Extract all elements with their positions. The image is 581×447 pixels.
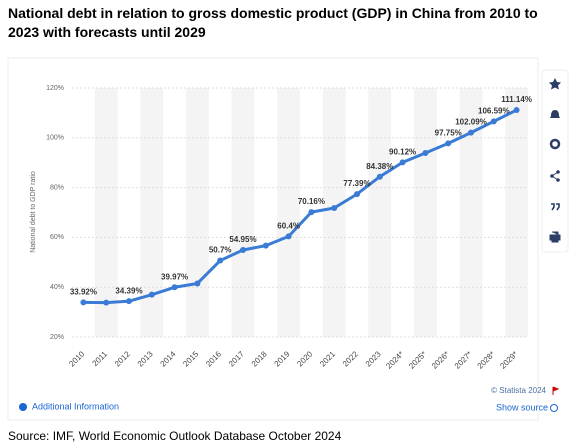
print-icon[interactable]: [549, 231, 561, 243]
additional-info[interactable]: Additional Information: [32, 401, 119, 411]
share-icon[interactable]: [550, 170, 560, 182]
point: [171, 284, 178, 291]
value-label: 33.92%: [70, 287, 97, 296]
column-shade: [94, 88, 118, 337]
point: [331, 205, 338, 212]
point: [240, 246, 246, 253]
point: [80, 299, 87, 306]
sidebar: [541, 69, 569, 253]
point: [194, 280, 201, 287]
point: [354, 191, 360, 198]
y-tick-label: 100%: [46, 135, 64, 142]
show-source[interactable]: Show source: [496, 402, 548, 412]
point: [103, 299, 110, 306]
column-shade: [231, 88, 255, 337]
point: [468, 129, 474, 136]
point: [308, 209, 315, 216]
copyright: © Statista 2024: [491, 386, 546, 395]
value-label: 97.75%: [435, 129, 462, 138]
value-label: 90.12%: [389, 148, 416, 157]
star-icon[interactable]: [549, 78, 561, 90]
value-label: 111.14%: [501, 95, 532, 104]
point: [422, 149, 429, 156]
y-tick-label: 20%: [50, 334, 64, 341]
source-icon[interactable]: [550, 404, 558, 412]
point: [445, 140, 452, 147]
column-shade: [277, 88, 300, 337]
column-shade: [368, 88, 392, 337]
cite-icon[interactable]: [551, 203, 560, 211]
value-label: 70.16%: [298, 197, 325, 206]
column-shade: [459, 88, 483, 337]
value-label: 34.39%: [115, 286, 142, 295]
bell-icon[interactable]: [550, 110, 560, 118]
value-label: 60.4%: [277, 222, 300, 231]
point: [399, 159, 406, 166]
info-icon[interactable]: [19, 403, 27, 411]
value-label: 39.97%: [161, 272, 188, 281]
line: [83, 108, 518, 305]
value-label: 102.09%: [455, 118, 487, 127]
y-tick-label: 120%: [46, 85, 64, 92]
value-label: 106.59%: [478, 107, 510, 116]
point: [148, 291, 155, 298]
y-tick-label: 60%: [50, 234, 64, 241]
y-tick-label: 40%: [50, 284, 64, 291]
value-label: 84.38%: [366, 162, 393, 171]
value-label: 77.39%: [343, 179, 370, 188]
value-label: 50.7%: [209, 246, 232, 255]
column-shade: [505, 88, 528, 337]
y-tick-label: 80%: [50, 184, 64, 191]
point: [262, 242, 269, 249]
column-shade: [322, 88, 346, 337]
point: [490, 118, 497, 125]
point: [126, 298, 132, 305]
value-label: 54.95%: [229, 235, 256, 244]
source: Source: IMF, World Economic Outlook Data…: [8, 429, 342, 443]
column-shade: [186, 88, 209, 337]
gear-icon[interactable]: [549, 138, 561, 150]
point: [285, 233, 292, 240]
title-box: National debt in relation to gross domes…: [8, 5, 538, 40]
sidebar-box: [541, 69, 569, 253]
y-axis-label: National debt to GDP ratio: [30, 171, 37, 253]
point: [217, 257, 224, 264]
column-shade: [414, 88, 437, 337]
point: [513, 107, 520, 114]
point: [376, 173, 383, 180]
flag-icon: [552, 386, 560, 395]
column-shade: [140, 88, 164, 337]
chart-title: National debt in relation to gross domes…: [8, 5, 538, 40]
